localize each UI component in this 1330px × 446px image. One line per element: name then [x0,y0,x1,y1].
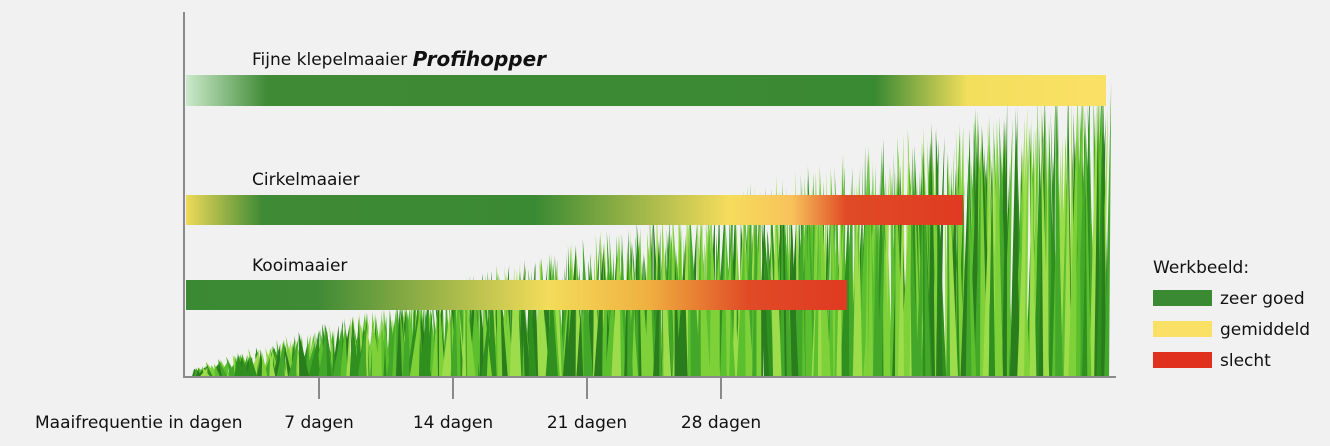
bar [186,280,847,310]
legend-label: gemiddeld [1220,320,1310,340]
tick-label: 21 dagen [547,413,627,433]
tick-label: 14 dagen [413,413,493,433]
bar [186,195,963,225]
bar-label: Fijne klepelmaaier [252,50,407,70]
bar-label: Cirkelmaaier [252,170,360,190]
page: Fijne klepelmaaier Profihopper Cirkelmaa… [0,0,1330,446]
tick-label: 7 dagen [284,413,353,433]
legend-swatch [1153,290,1212,306]
diagram: Fijne klepelmaaier Profihopper Cirkelmaa… [0,0,1330,446]
legend-label: slecht [1220,351,1271,371]
legend-swatch [1153,321,1212,337]
bar-label: Fijne klepelmaaier Profihopper [252,47,547,71]
bar-label: Kooimaaier [252,256,347,276]
ticks: 7 dagen 14 dagen 21 dagen 28 dagen [284,377,761,433]
brand: Profihopper [413,47,548,71]
legend-swatch [1153,352,1212,368]
tick-label: 28 dagen [681,413,761,433]
bar [186,75,1106,106]
legend-title: Werkbeeld: [1153,258,1249,278]
axis-label: Maaifrequentie in dagen [35,413,242,433]
legend-label: zeer goed [1220,289,1305,309]
